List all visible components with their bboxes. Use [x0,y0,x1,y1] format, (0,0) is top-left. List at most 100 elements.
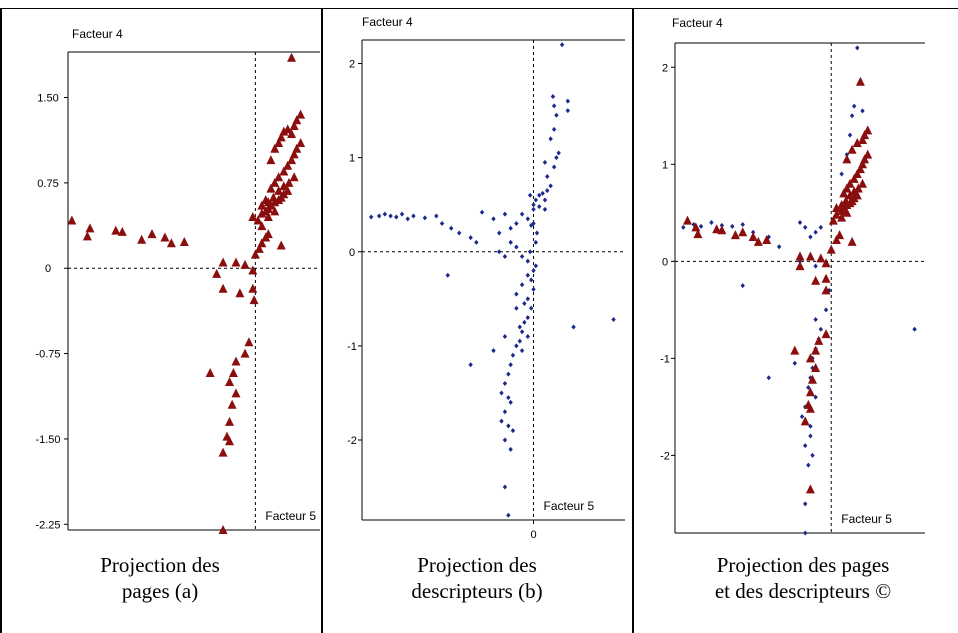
diamond-point-c [851,103,857,109]
triangle-point-a [205,367,215,377]
caption-b-line2: descripteurs (b) [411,579,543,603]
triangle-point-c [831,202,841,212]
triangle-point-c [730,230,740,240]
triangle-point-c [717,225,727,235]
diamond-point-b [508,362,513,368]
triangle-point-a [283,124,293,134]
ylabel-a: Facteur 4 [72,27,123,41]
diamond-point-b [479,209,485,215]
diamond-point-b [448,225,454,231]
diamond-point-b [551,103,557,109]
triangle-point-a [270,143,280,153]
triangle-point-a [231,257,241,267]
diamond-point-c [803,443,808,449]
diamond-point-b [517,338,522,344]
triangle-point-a [244,337,254,347]
triangle-point-a [257,221,267,231]
diamond-point-b [534,230,540,236]
diamond-point-b [542,206,548,212]
triangle-point-a [240,348,250,358]
triangle-point-a [117,226,127,236]
diamond-point-b [508,239,513,245]
triangle-point-a [218,447,228,457]
triangle-point-c [831,234,841,244]
triangle-point-a [279,166,289,176]
triangle-point-c [849,173,859,183]
diamond-point-b [506,395,511,401]
triangle-point-a [166,238,176,248]
diamond-point-b [499,390,504,396]
triangle-point-a [225,377,235,387]
diamond-point-c [808,423,813,429]
diamond-point-b [533,263,539,269]
triangle-point-a [231,356,241,366]
diamond-point-c [818,224,824,230]
triangle-point-a [67,215,77,225]
diamond-point-b [525,315,531,321]
diamond-point-b [551,164,557,170]
diamond-point-b [525,272,531,278]
diamond-point-b [514,221,519,227]
diamond-point-b [405,216,410,222]
diamond-point-b [525,296,531,302]
diamond-point-c [803,224,808,230]
diamond-point-c [803,530,808,536]
triangle-point-a [270,197,280,207]
triangle-point-c [805,251,815,261]
triangle-point-c [811,363,821,373]
diamond-point-b [499,418,504,424]
caption-c-line1: Projection des pages [716,553,890,577]
triangle-point-a [137,234,147,244]
triangle-point-c [821,273,831,283]
diamond-point-b [508,225,513,231]
diamond-point-b [519,348,525,354]
diamond-point-c [681,224,686,230]
diamond-point-c [799,414,805,420]
diamond-point-b [542,197,548,203]
diamond-point-b [565,98,571,104]
diamond-point-b [368,214,374,220]
triangle-point-c [860,130,870,140]
diamond-point-b [508,446,513,452]
diamond-point-b [508,399,513,405]
diamond-point-c [803,501,808,507]
triangle-point-a [283,160,293,170]
ytick-label-b: 2 [349,59,355,71]
triangle-point-c [821,258,831,268]
diamond-point-b [519,329,525,335]
triangle-point-c [831,209,841,219]
triangle-point-c [811,275,821,285]
triangle-point-a [274,185,284,195]
ytick-label-a: 1.50 [37,93,58,105]
triangle-point-c [849,186,859,196]
diamond-point-b [497,230,502,236]
triangle-point-a [248,212,258,222]
diamond-point-b [514,291,519,297]
triangle-point-c [805,353,815,363]
diamond-point-b [510,428,516,434]
triangle-point-a [225,416,235,426]
diamond-point-b [531,202,536,208]
diamond-point-b [382,211,388,217]
ytick-label-b: 1 [349,153,355,165]
diamond-point-c [776,244,782,250]
caption-a: Projection des pages (a) [40,552,280,604]
triangle-point-c [762,234,772,244]
ytick-label-a: 0.75 [37,178,58,190]
diamond-point-c [808,433,813,439]
diamond-point-c [808,234,813,240]
triangle-point-c [683,215,692,225]
diamond-point-b [474,239,479,245]
triangle-point-a [254,243,264,253]
diamond-point-b [542,159,548,165]
caption-b-line1: Projection des [417,553,537,577]
diamond-point-b [510,352,516,358]
triangle-point-a [268,192,278,202]
diamond-point-b [533,197,539,203]
diamond-point-b [531,221,536,227]
diamond-point-b [468,235,473,241]
diamond-point-b [502,333,508,339]
diamond-point-b [537,192,542,198]
caption-c: Projection des pages et des descripteurs… [668,552,938,604]
diamond-point-c [813,317,818,323]
